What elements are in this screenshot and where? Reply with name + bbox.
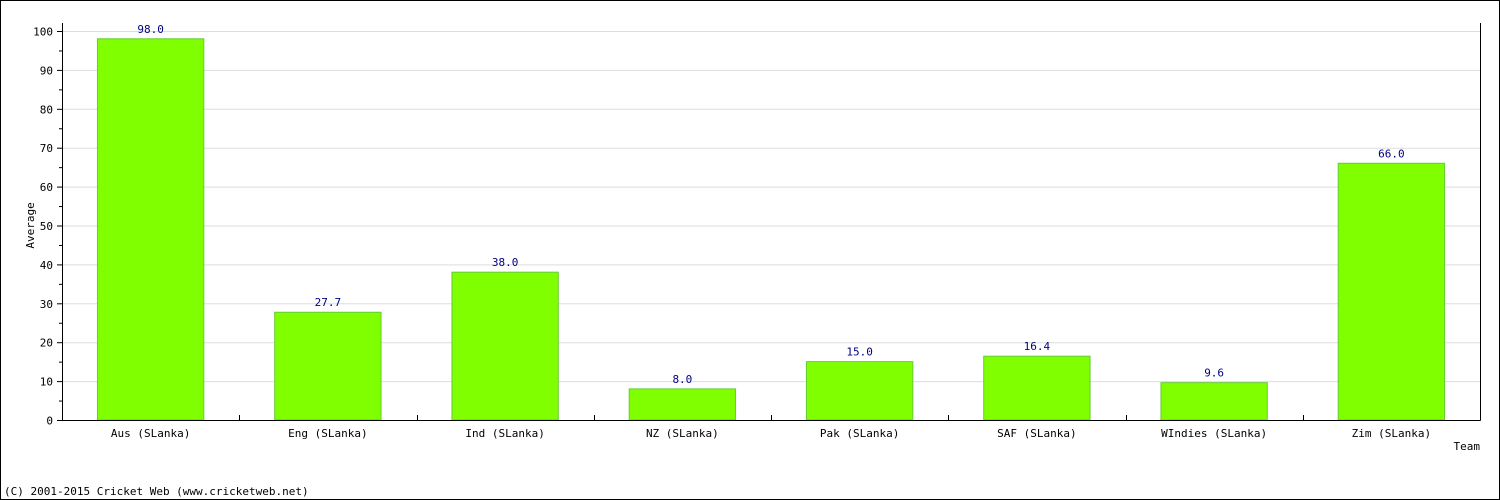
bar [451, 271, 559, 421]
y-tick-label: 60 [40, 181, 53, 194]
y-tick-label: 80 [40, 103, 53, 116]
x-category-label: WIndies (SLanka) [1161, 427, 1267, 440]
bar [96, 38, 205, 421]
data-label: 27.7 [315, 296, 342, 309]
data-label: 98.0 [137, 23, 164, 36]
data-label: 9.6 [1204, 367, 1224, 380]
bar [274, 311, 382, 421]
bar [1337, 162, 1446, 421]
bar [1160, 382, 1268, 421]
x-category-label: Eng (SLanka) [288, 427, 367, 440]
data-label: 66.0 [1378, 147, 1405, 160]
bar [805, 361, 914, 421]
labels: 0 10 20 30 40 50 60 70 80 90 100 98.0 Aus (SLanka) 27… [33, 23, 1431, 440]
data-label: 15.0 [846, 346, 873, 359]
y-tick-label: 40 [40, 259, 53, 272]
data-label: 38.0 [492, 256, 519, 269]
y-tick-label: 0 [46, 415, 53, 428]
bar [983, 355, 1091, 421]
x-category-label: Pak (SLanka) [820, 427, 899, 440]
y-tick-label: 20 [40, 337, 53, 350]
x-category-label: SAF (SLanka) [997, 427, 1076, 440]
y-tick-label: 100 [33, 26, 53, 39]
y-axis-title: Average [24, 202, 37, 248]
x-category-label: NZ (SLanka) [646, 427, 719, 440]
y-tick-label: 70 [40, 142, 53, 155]
y-tick-label: 50 [40, 220, 53, 233]
bar [628, 388, 737, 421]
x-category-label: Zim (SLanka) [1352, 427, 1431, 440]
y-tick-label: 30 [40, 298, 53, 311]
data-label: 8.0 [672, 373, 692, 386]
y-tick-label: 90 [40, 64, 53, 77]
data-label: 16.4 [1024, 340, 1051, 353]
bars [96, 38, 1446, 421]
y-tick-label: 10 [40, 376, 53, 389]
x-category-label: Aus (SLanka) [111, 427, 190, 440]
copyright-footer: (C) 2001-2015 Cricket Web (www.cricketwe… [4, 485, 309, 498]
x-axis-title: Team [1454, 440, 1481, 453]
x-category-label: Ind (SLanka) [465, 427, 544, 440]
axes [57, 23, 1481, 421]
